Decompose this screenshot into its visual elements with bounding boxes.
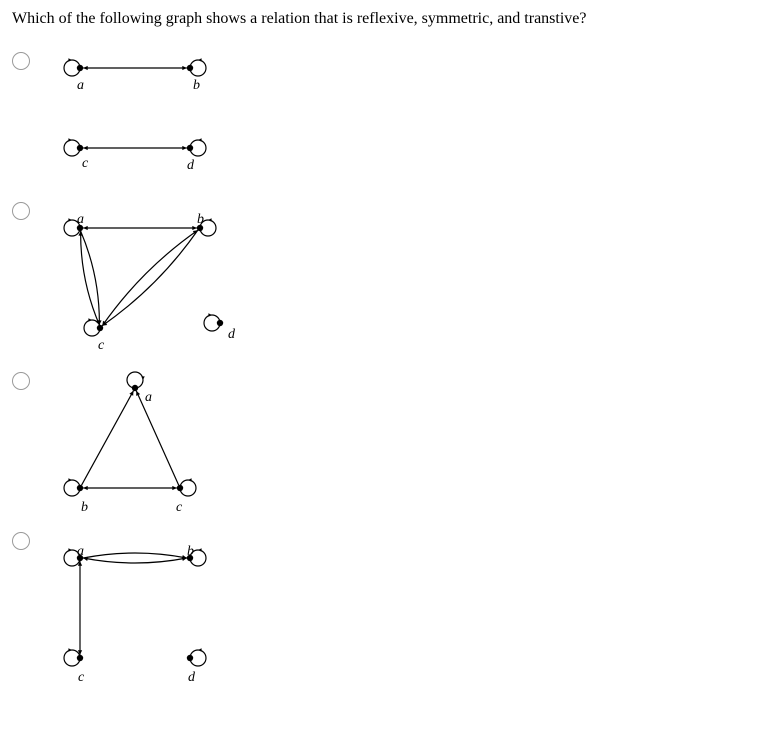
radio-option-4[interactable] — [12, 532, 30, 550]
node-label-c: c — [176, 500, 182, 516]
node-label-a: a — [77, 212, 84, 228]
option-3: abc — [12, 368, 750, 508]
node-label-d: d — [188, 670, 195, 686]
node-label-a: a — [145, 390, 152, 406]
node-label-c: c — [78, 670, 84, 686]
radio-option-2[interactable] — [12, 202, 30, 220]
radio-option-3[interactable] — [12, 372, 30, 390]
node-label-d: d — [187, 158, 194, 174]
node-label-c: c — [82, 156, 88, 172]
node-label-b: b — [187, 544, 194, 560]
question-text: Which of the following graph shows a rel… — [12, 10, 750, 28]
node-label-d: d — [228, 327, 235, 343]
node-label-b: b — [193, 78, 200, 94]
graph-2: abcd — [50, 198, 250, 348]
node-label-c: c — [98, 338, 104, 354]
options-list: abcdabcdabcabcd — [12, 48, 750, 678]
graph-3: abc — [50, 368, 210, 508]
radio-option-1[interactable] — [12, 52, 30, 70]
option-4: abcd — [12, 528, 750, 678]
graph-1: a b c d — [50, 48, 230, 178]
option-1: a b c d — [12, 48, 750, 178]
node-label-a: a — [77, 544, 84, 560]
graph-4: abcd — [50, 528, 230, 678]
node-label-b: b — [197, 212, 204, 228]
node-label-b: b — [81, 500, 88, 516]
option-2: abcd — [12, 198, 750, 348]
node-label-a: a — [77, 78, 84, 94]
